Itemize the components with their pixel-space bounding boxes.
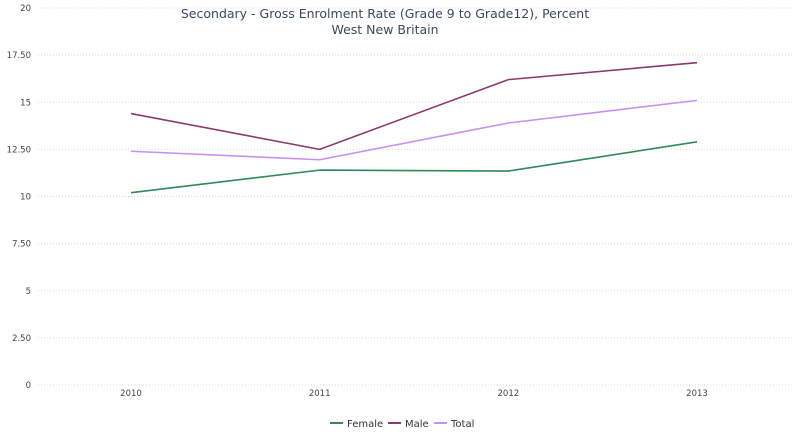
x-axis: 2010 2011 2012 2013	[120, 389, 708, 399]
series-line-female	[130, 141, 698, 194]
legend-label: Female	[347, 419, 383, 430]
x-tick-label: 2010	[120, 389, 142, 399]
y-tick-label: 0	[26, 381, 31, 391]
legend[interactable]: Female Male Total	[330, 419, 474, 430]
series-lines	[130, 61, 698, 194]
y-tick-label: 10	[20, 193, 31, 203]
x-tick-label: 2013	[686, 389, 708, 399]
series-line-male	[130, 61, 698, 151]
chart-title: Secondary - Gross Enrolment Rate (Grade …	[181, 6, 589, 21]
chart-subtitle: West New Britain	[331, 22, 438, 37]
y-tick-label: 7.50	[12, 240, 31, 250]
legend-item-male[interactable]: Male	[388, 419, 429, 430]
series-line-total	[130, 99, 698, 161]
x-tick-label: 2012	[498, 389, 520, 399]
y-axis: 0 2.50 5 7.50 10 12.50 15 17.50 20	[7, 4, 31, 391]
y-tick-label: 2.50	[12, 334, 31, 344]
legend-label: Male	[405, 419, 429, 430]
legend-item-total[interactable]: Total	[434, 419, 474, 430]
legend-item-female[interactable]: Female	[330, 419, 383, 430]
y-tick-label: 20	[20, 4, 31, 14]
legend-label: Total	[450, 419, 474, 430]
y-tick-label: 15	[20, 98, 31, 108]
x-tick-label: 2011	[309, 389, 331, 399]
y-tick-label: 17.50	[7, 51, 31, 61]
y-tick-label: 5	[26, 287, 31, 297]
y-tick-label: 12.50	[7, 145, 31, 155]
